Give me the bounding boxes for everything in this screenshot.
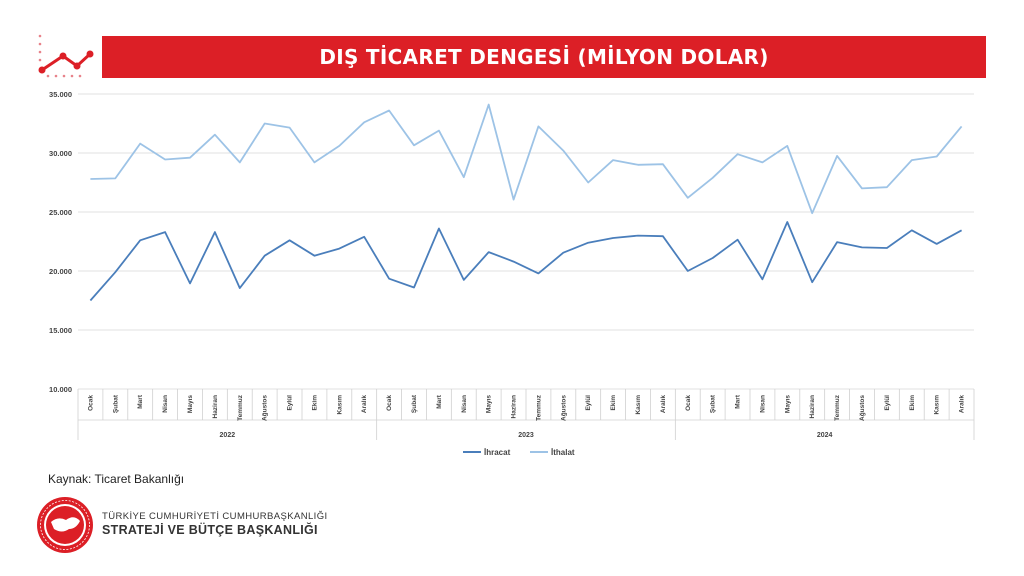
y-tick-label: 10.000 — [49, 385, 72, 394]
legend-label: İthalat — [551, 448, 575, 457]
organization-line-1: TÜRKİYE CUMHURİYETİ CUMHURBAŞKANLIĞI — [102, 511, 328, 523]
organization-block: TÜRKİYE CUMHURİYETİ CUMHURBAŞKANLIĞI STR… — [36, 496, 328, 554]
x-tick-label: Aralık — [959, 395, 966, 413]
year-label: 2022 — [220, 432, 236, 439]
x-tick-label: Mart — [735, 394, 742, 409]
x-tick-label: Ocak — [685, 395, 692, 411]
year-label: 2023 — [518, 432, 534, 439]
x-tick-label: Ocak — [386, 395, 393, 411]
x-tick-label: Eylül — [585, 395, 592, 411]
x-tick-label: Mart — [436, 394, 443, 409]
x-tick-label: Ekim — [311, 395, 318, 411]
y-tick-label: 35.000 — [49, 90, 72, 99]
source-note: Kaynak: Ticaret Bakanlığı — [48, 472, 185, 486]
series-line-exports — [89, 221, 963, 302]
x-tick-label: Haziran — [809, 395, 816, 419]
presidency-seal-icon — [37, 497, 93, 553]
x-tick-label: Mayıs — [486, 395, 493, 413]
x-tick-label: Ağustos — [859, 395, 866, 421]
chart-title: DIŞ TİCARET DENGESİ (MİLYON DOLAR) — [102, 36, 986, 78]
x-tick-label: Aralık — [361, 395, 368, 413]
x-tick-label: Kasım — [635, 395, 642, 415]
y-tick-label: 20.000 — [49, 267, 72, 276]
x-tick-label: Temmuz — [237, 394, 244, 421]
x-tick-label: Eylül — [287, 395, 294, 411]
x-tick-label: Temmuz — [834, 394, 841, 421]
x-tick-label: Mayıs — [187, 395, 194, 413]
x-tick-label: Nisan — [461, 395, 468, 413]
x-tick-label: Şubat — [112, 394, 119, 413]
x-tick-label: Haziran — [212, 395, 219, 419]
x-tick-label: Eylül — [884, 395, 891, 411]
y-tick-label: 15.000 — [49, 326, 72, 335]
legend-label: İhracat — [484, 448, 511, 457]
y-tick-label: 30.000 — [49, 149, 72, 158]
x-tick-label: Ağustos — [262, 395, 269, 421]
y-tick-label: 25.000 — [49, 208, 72, 217]
x-tick-label: Temmuz — [535, 394, 542, 421]
trend-line-icon — [38, 34, 94, 78]
series-line-imports — [90, 103, 963, 215]
x-tick-label: Ekim — [909, 395, 916, 411]
x-tick-label: Kasım — [934, 395, 941, 415]
year-label: 2024 — [817, 432, 833, 439]
x-tick-label: Kasım — [336, 395, 343, 415]
organization-line-2: STRATEJİ VE BÜTÇE BAŞKANLIĞI — [102, 523, 318, 538]
x-tick-label: Haziran — [511, 395, 518, 419]
x-tick-label: Nisan — [162, 395, 169, 413]
x-tick-label: Ocak — [87, 395, 94, 411]
x-tick-label: Aralık — [660, 395, 667, 413]
x-tick-label: Şubat — [710, 394, 717, 413]
x-tick-label: Mart — [137, 394, 144, 409]
x-tick-label: Mayıs — [784, 395, 791, 413]
x-tick-label: Nisan — [759, 395, 766, 413]
x-tick-label: Ağustos — [560, 395, 567, 421]
trade-balance-chart: 10.000 15.000 20.000 25.000 30.000 35.000 Ocak… — [49, 90, 975, 457]
x-tick-label: Şubat — [411, 394, 418, 413]
x-tick-label: Ekim — [610, 395, 617, 411]
